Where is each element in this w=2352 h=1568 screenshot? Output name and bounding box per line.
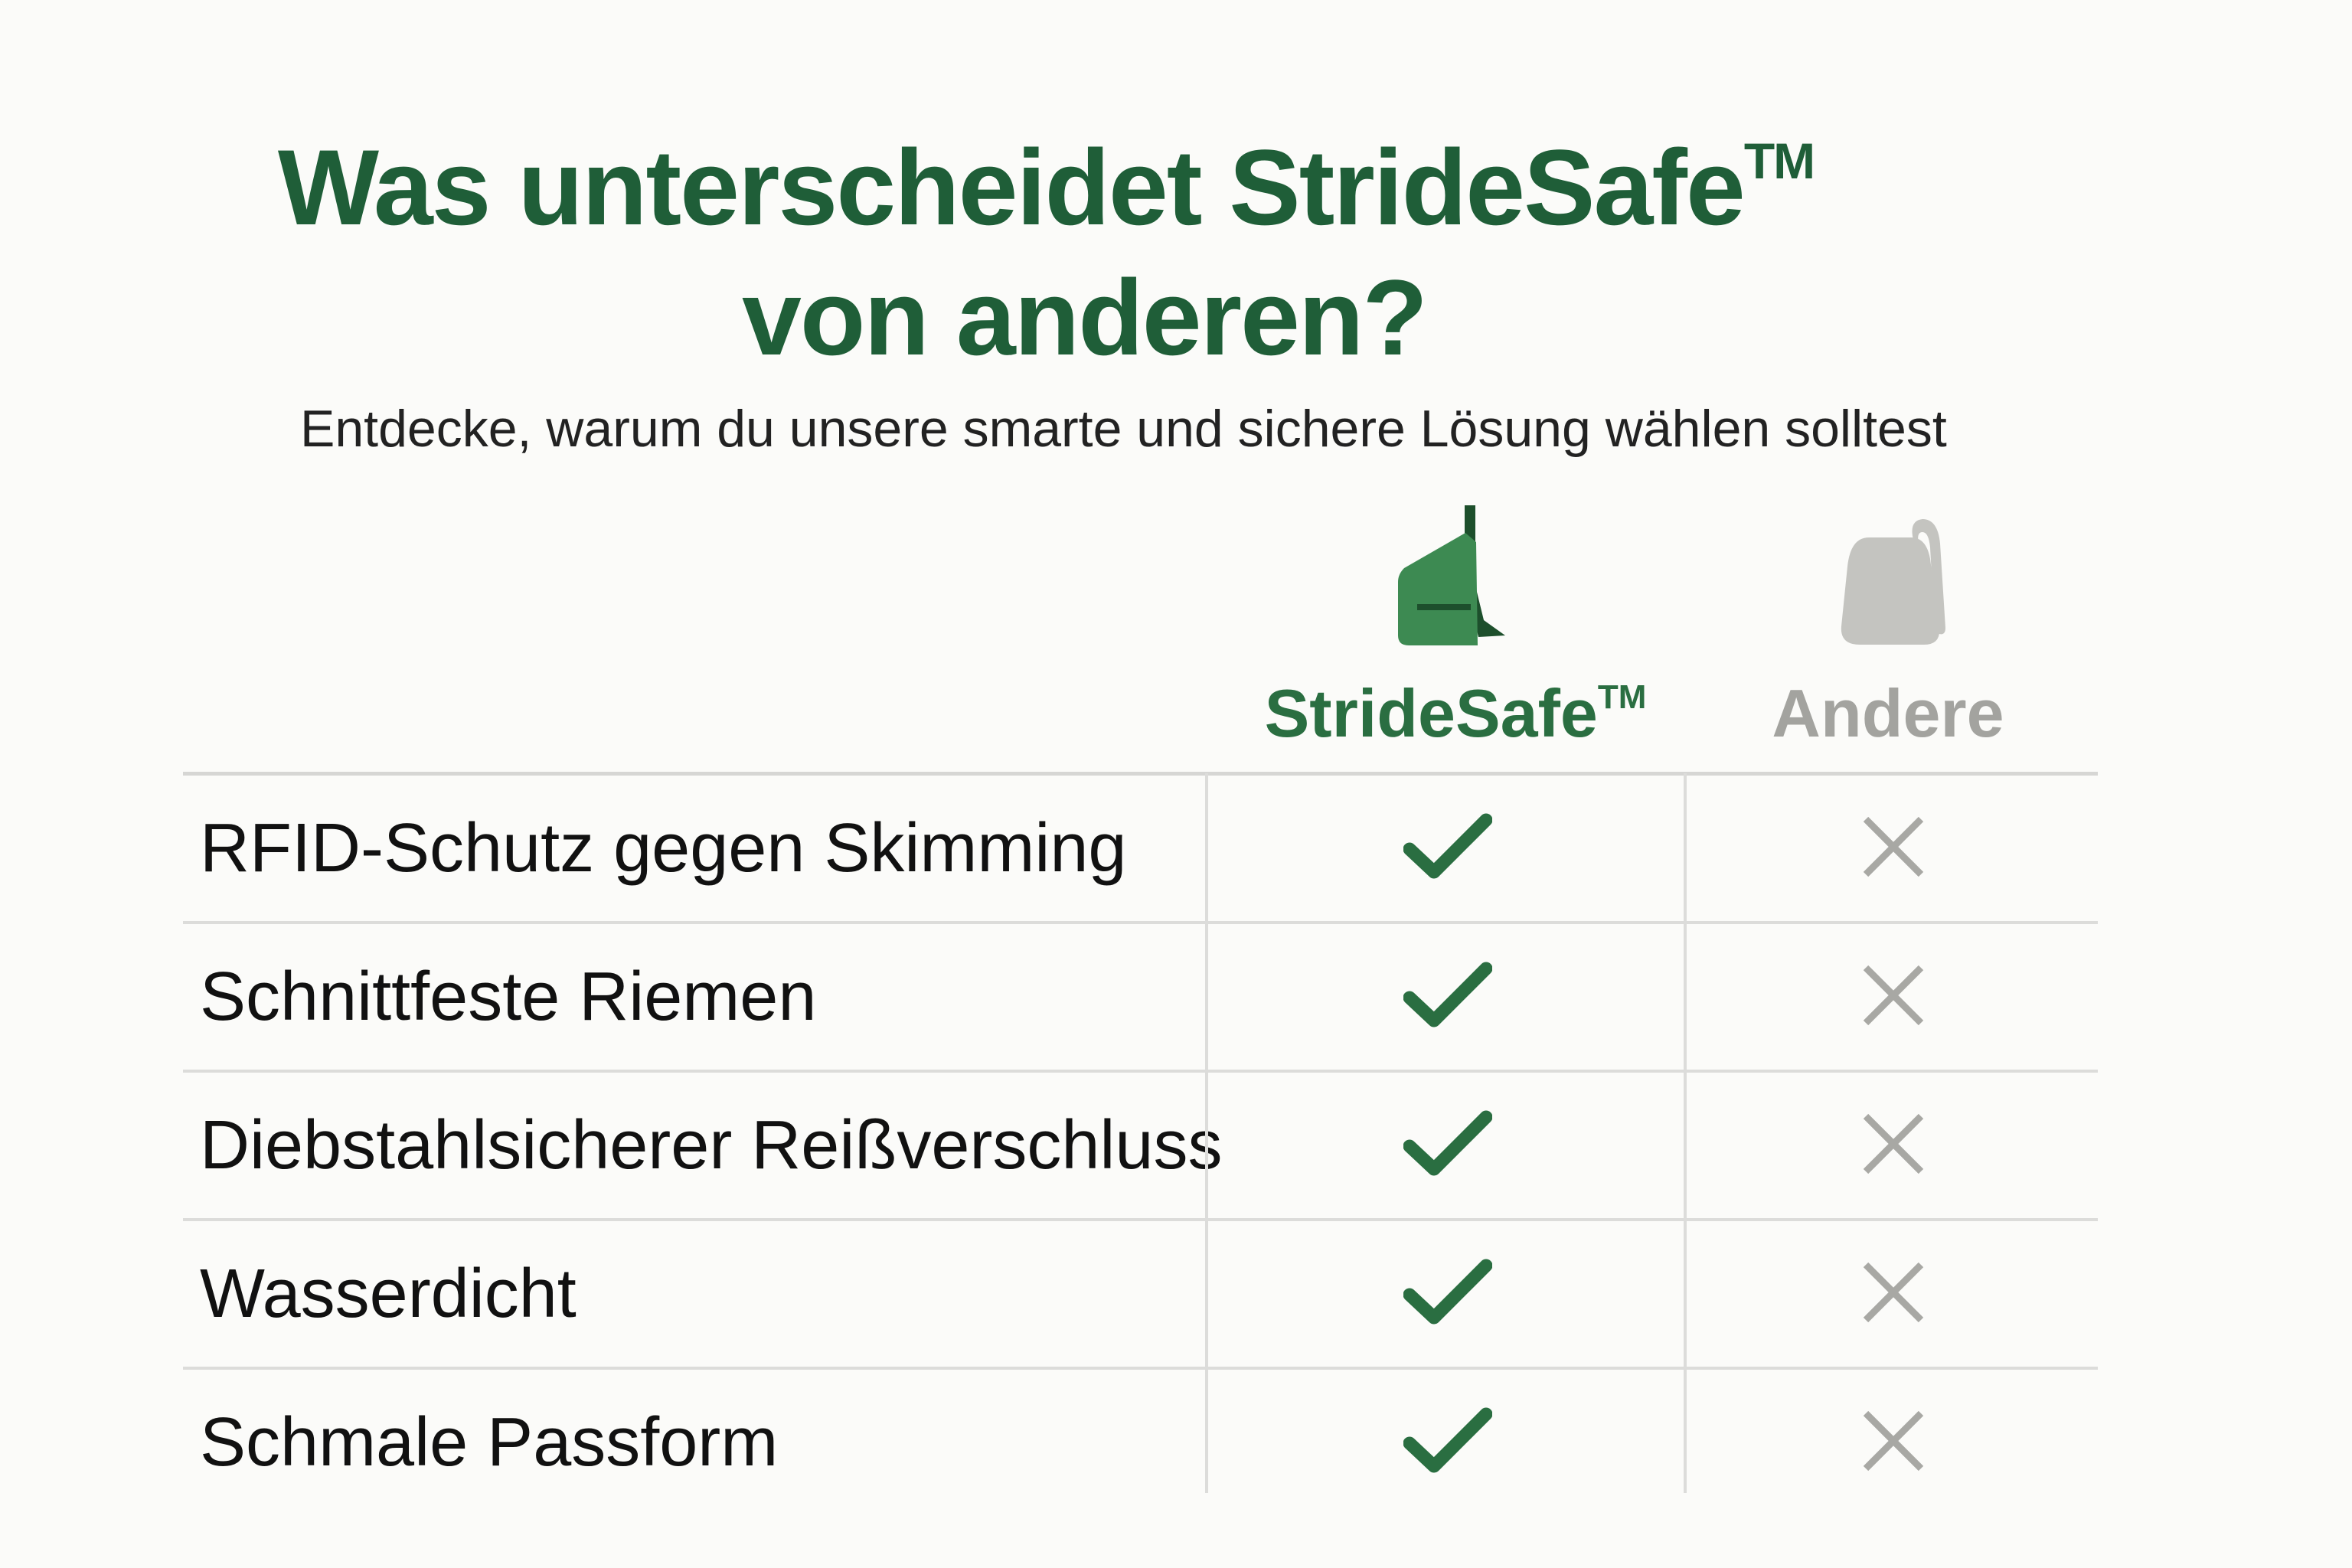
cross-icon [1861, 1409, 1926, 1477]
check-icon [1403, 1109, 1492, 1182]
stridesafe-cell [1208, 776, 1687, 921]
feature-label: RFID-Schutz gegen Skimming [200, 810, 1127, 887]
cross-icon [1861, 815, 1926, 883]
title-line1: Was unterscheidet StrideSafe [277, 127, 1746, 247]
trademark: TM [1743, 132, 1815, 189]
title-line2: von anderen? [742, 257, 1428, 377]
stridesafe-cell [1208, 1370, 1687, 1515]
sling-bag-icon [1398, 505, 1505, 645]
feature-label: Diebstahlsicherer Reißverschluss [200, 1107, 1223, 1184]
cross-icon [1861, 1112, 1926, 1180]
trademark: TM [1597, 678, 1647, 716]
table-row: Schnittfeste Riemen [183, 921, 2098, 1070]
andere-cell [1687, 1073, 2100, 1218]
page-title: Was unterscheidet StrideSafeTM [0, 126, 2222, 249]
table-row: Schmale Passform [183, 1367, 2098, 1515]
feature-label: Wasserdicht [200, 1256, 577, 1332]
cross-icon [1861, 1260, 1926, 1328]
feature-label: Schnittfeste Riemen [200, 959, 817, 1035]
cross-icon [1861, 963, 1926, 1031]
stridesafe-cell [1208, 1073, 1687, 1218]
check-icon [1403, 1406, 1492, 1479]
comparison-table: RFID-Schutz gegen Skimming Schnittfeste … [183, 772, 2098, 1515]
page-title-line2: von anderen? [0, 256, 2260, 379]
column-label: Andere [1772, 675, 2004, 751]
stridesafe-cell [1208, 1221, 1687, 1367]
column-divider [1684, 773, 1687, 1493]
check-icon [1403, 1258, 1492, 1331]
andere-cell [1687, 776, 2100, 921]
column-divider [1205, 773, 1208, 1493]
generic-bag-icon [1841, 519, 1945, 645]
table-row: RFID-Schutz gegen Skimming [183, 772, 2098, 921]
andere-cell [1687, 924, 2100, 1070]
column-header-andere: Andere [1658, 505, 2118, 753]
feature-label: Schmale Passform [200, 1404, 779, 1481]
check-icon [1403, 961, 1492, 1034]
table-row: Wasserdicht [183, 1218, 2098, 1367]
andere-cell [1687, 1370, 2100, 1515]
column-label: StrideSafe [1264, 675, 1598, 751]
andere-cell [1687, 1221, 2100, 1367]
check-icon [1403, 812, 1492, 885]
stridesafe-cell [1208, 924, 1687, 1070]
column-header-stridesafe: StrideSafeTM [1226, 505, 1685, 753]
subtitle: Entdecke, warum du unsere smarte und sic… [300, 400, 1947, 458]
table-row: Diebstahlsicherer Reißverschluss [183, 1070, 2098, 1218]
